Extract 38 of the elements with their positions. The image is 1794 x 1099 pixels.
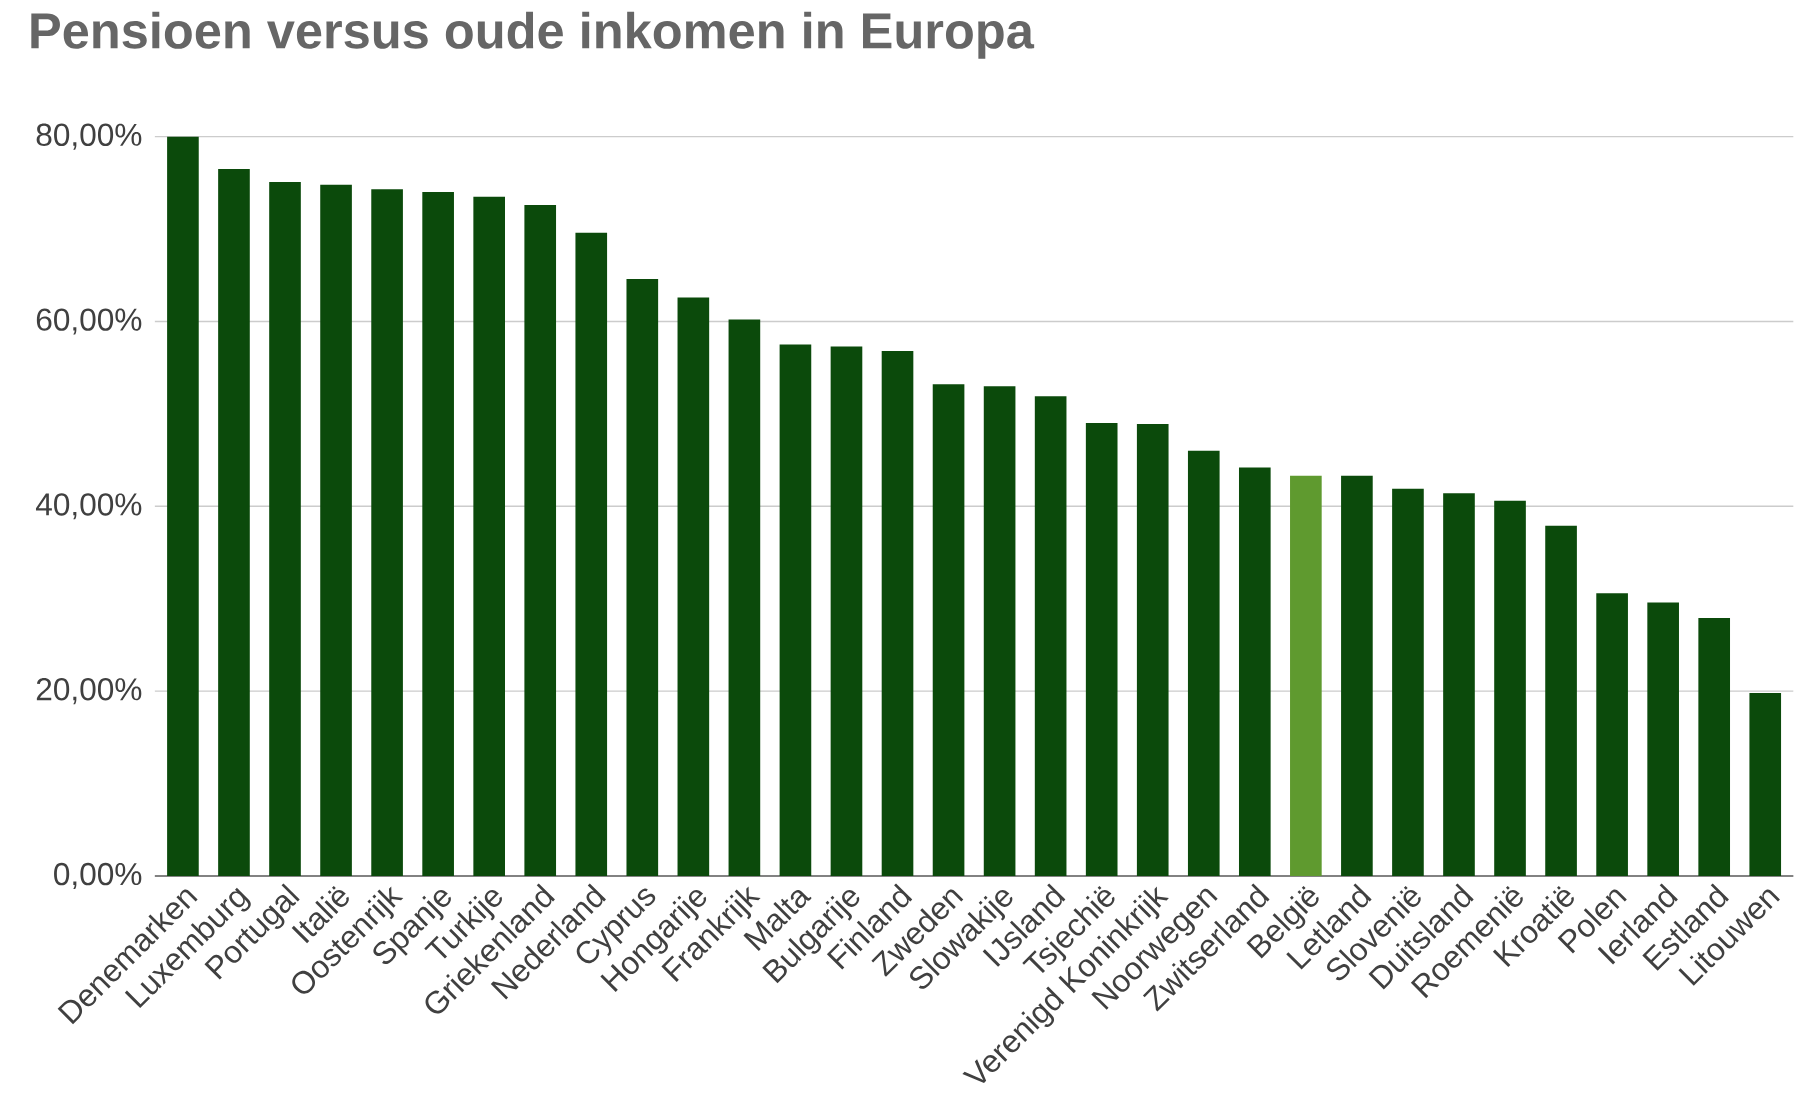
bar bbox=[728, 319, 761, 876]
bar bbox=[1187, 450, 1220, 876]
bar bbox=[983, 386, 1016, 876]
y-tick-label: 0,00% bbox=[54, 862, 142, 889]
y-tick-label: 20,00% bbox=[36, 678, 142, 705]
bar bbox=[218, 168, 250, 876]
bar bbox=[167, 136, 199, 876]
bar bbox=[1494, 500, 1526, 876]
bar bbox=[1136, 424, 1169, 876]
bar bbox=[1085, 423, 1118, 876]
bar bbox=[677, 297, 710, 876]
bar bbox=[881, 351, 914, 876]
chart-title: Pensioen versus oude inkomen in Europa bbox=[31, 11, 1035, 59]
bar bbox=[1290, 475, 1322, 876]
bar bbox=[1596, 593, 1628, 876]
bar bbox=[1238, 467, 1271, 876]
bar bbox=[269, 181, 301, 876]
bar bbox=[1443, 493, 1475, 876]
bar bbox=[473, 196, 505, 876]
y-tick-label: 80,00% bbox=[36, 123, 142, 150]
bar bbox=[422, 192, 454, 876]
bar bbox=[320, 184, 352, 876]
bar bbox=[1749, 692, 1782, 876]
bar bbox=[932, 384, 965, 876]
bar bbox=[1034, 396, 1067, 876]
bar bbox=[524, 205, 557, 876]
y-tick-label: 60,00% bbox=[36, 308, 142, 335]
bar bbox=[1341, 475, 1373, 876]
bar bbox=[1698, 618, 1731, 876]
y-tick-label: 40,00% bbox=[35, 493, 142, 520]
bar bbox=[626, 278, 659, 876]
bar bbox=[575, 232, 608, 876]
bar bbox=[779, 344, 812, 876]
bar bbox=[371, 189, 403, 876]
bar bbox=[1392, 488, 1424, 876]
bar bbox=[1545, 525, 1577, 876]
bar bbox=[830, 346, 863, 876]
bar bbox=[1647, 602, 1679, 876]
